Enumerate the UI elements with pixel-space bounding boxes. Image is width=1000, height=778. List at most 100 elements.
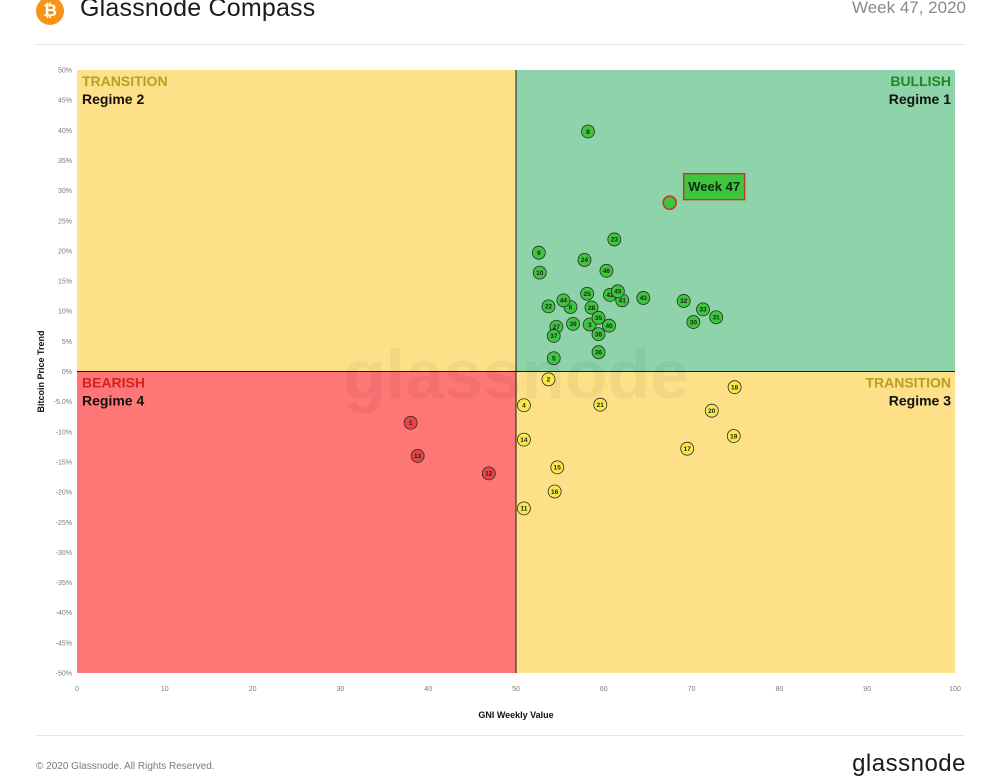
y-tick-label: 35% [58,158,72,165]
current-week-callout-box [682,172,746,201]
x-tick-label: 30 [337,686,345,693]
data-point-label: 37 [550,333,558,340]
data-point-label: 30 [690,319,698,326]
data-point-38 [591,327,606,342]
y-tick-label: -20% [56,490,72,497]
y-tick-label: 5% [62,339,72,346]
x-axis-label: GNI Weekly Value [478,710,553,720]
data-point-label: 2 [547,377,551,384]
data-point-label: 24 [581,257,589,264]
data-point-label: 8 [586,129,590,136]
x-tick-label: 0 [75,686,79,693]
y-tick-label: -45% [56,640,72,647]
y-tick-label: -40% [56,610,72,617]
data-point-label: 9 [537,250,541,257]
data-point-label: 27 [553,324,561,331]
compass-chart: glassnodeBULLISHRegime 1TRANSITIONRegime… [36,68,961,721]
data-point-label: 43 [640,295,648,302]
y-tick-label: 50% [58,68,72,75]
y-tick-label: 25% [58,218,72,225]
page-header: ₿ Glassnode Compass Week 47, 2020 [0,0,1000,46]
data-point-20 [704,403,719,418]
data-point-2 [541,372,556,387]
data-point-label: 22 [545,304,553,311]
data-point-30 [686,315,701,329]
y-tick-label: 15% [58,279,72,286]
bitcoin-logo-icon: ₿ [36,0,64,25]
copyright-text: © 2020 Glassnode. All Rights Reserved. [36,761,215,772]
data-point-label: 45 [614,289,622,296]
x-tick-label: 70 [688,686,696,693]
data-point-label: 4 [522,403,526,410]
x-tick-label: 80 [776,686,784,693]
data-point-23 [607,232,622,247]
x-tick-label: 50 [512,686,520,693]
data-point-label: 20 [708,408,716,415]
data-point-label: 46 [603,268,611,275]
data-point-label: 1 [409,420,413,427]
quadrant-subtitle-transition-3: Regime 3 [889,393,951,409]
data-point-35 [591,310,606,325]
data-point-5 [546,351,561,366]
y-tick-label: 0% [62,369,72,376]
data-point-label: 32 [680,298,688,305]
data-point-1 [403,415,418,430]
data-point-label: 40 [605,323,613,330]
footer-divider [36,735,964,736]
data-point-label: 41 [619,298,627,305]
data-point-28 [584,300,599,315]
data-point-13 [410,449,425,463]
data-point-43 [636,291,651,305]
y-tick-label: 30% [58,188,72,195]
data-point-11 [517,501,531,516]
data-point-39 [566,316,580,331]
data-point-4 [517,398,531,413]
data-point-19 [726,429,741,443]
y-tick-label: 20% [58,248,72,255]
y-tick-label: 40% [58,128,72,135]
data-point-14 [517,432,531,447]
quadrant-transition-3 [516,371,955,673]
data-point-label: 39 [569,321,577,328]
glassnode-brand-logo: glassnode [852,750,966,777]
y-tick-label: -25% [56,520,72,527]
y-tick-label: -50% [56,671,72,678]
y-tick-label: 45% [58,98,72,105]
data-point-label: 19 [730,433,738,440]
x-tick-label: 20 [249,686,257,693]
data-point-46 [599,263,614,278]
current-week-callout-label: Week 47 [688,179,740,194]
data-point-16 [547,484,562,499]
data-point-label: 16 [551,489,559,496]
data-point-label: 3 [588,322,592,329]
x-tick-label: 90 [863,686,871,693]
data-point-label: 5 [552,356,556,363]
data-point-12 [481,466,496,481]
data-point-15 [550,460,565,475]
data-point-label: 31 [713,315,721,322]
data-point-10 [532,265,547,280]
data-point-24 [577,253,592,267]
data-point-label: 6 [569,304,573,311]
data-point-8 [581,124,595,139]
data-point-label: 15 [554,465,562,472]
data-point-label: 25 [584,291,592,298]
quadrant-title-bearish: BEARISH [82,375,145,391]
data-point-40 [602,318,616,333]
x-tick-label: 100 [949,686,961,693]
data-point-25 [580,286,595,301]
data-point-label: 21 [597,402,605,409]
y-axis-label: Bitcoin Price Trend [36,330,46,412]
data-point-label: 23 [611,237,619,244]
data-point-37 [546,329,561,343]
y-tick-label: -15% [56,459,72,466]
y-tick-label: -10% [56,429,72,436]
quadrant-subtitle-bearish: Regime 4 [82,393,144,409]
x-tick-label: 40 [424,686,432,693]
data-point-33 [696,302,710,317]
quadrant-subtitle-transition-2: Regime 2 [82,91,144,107]
quadrant-bearish [77,371,516,673]
data-point-label: 44 [560,298,568,305]
data-point-45 [610,284,625,299]
x-tick-label: 60 [600,686,608,693]
